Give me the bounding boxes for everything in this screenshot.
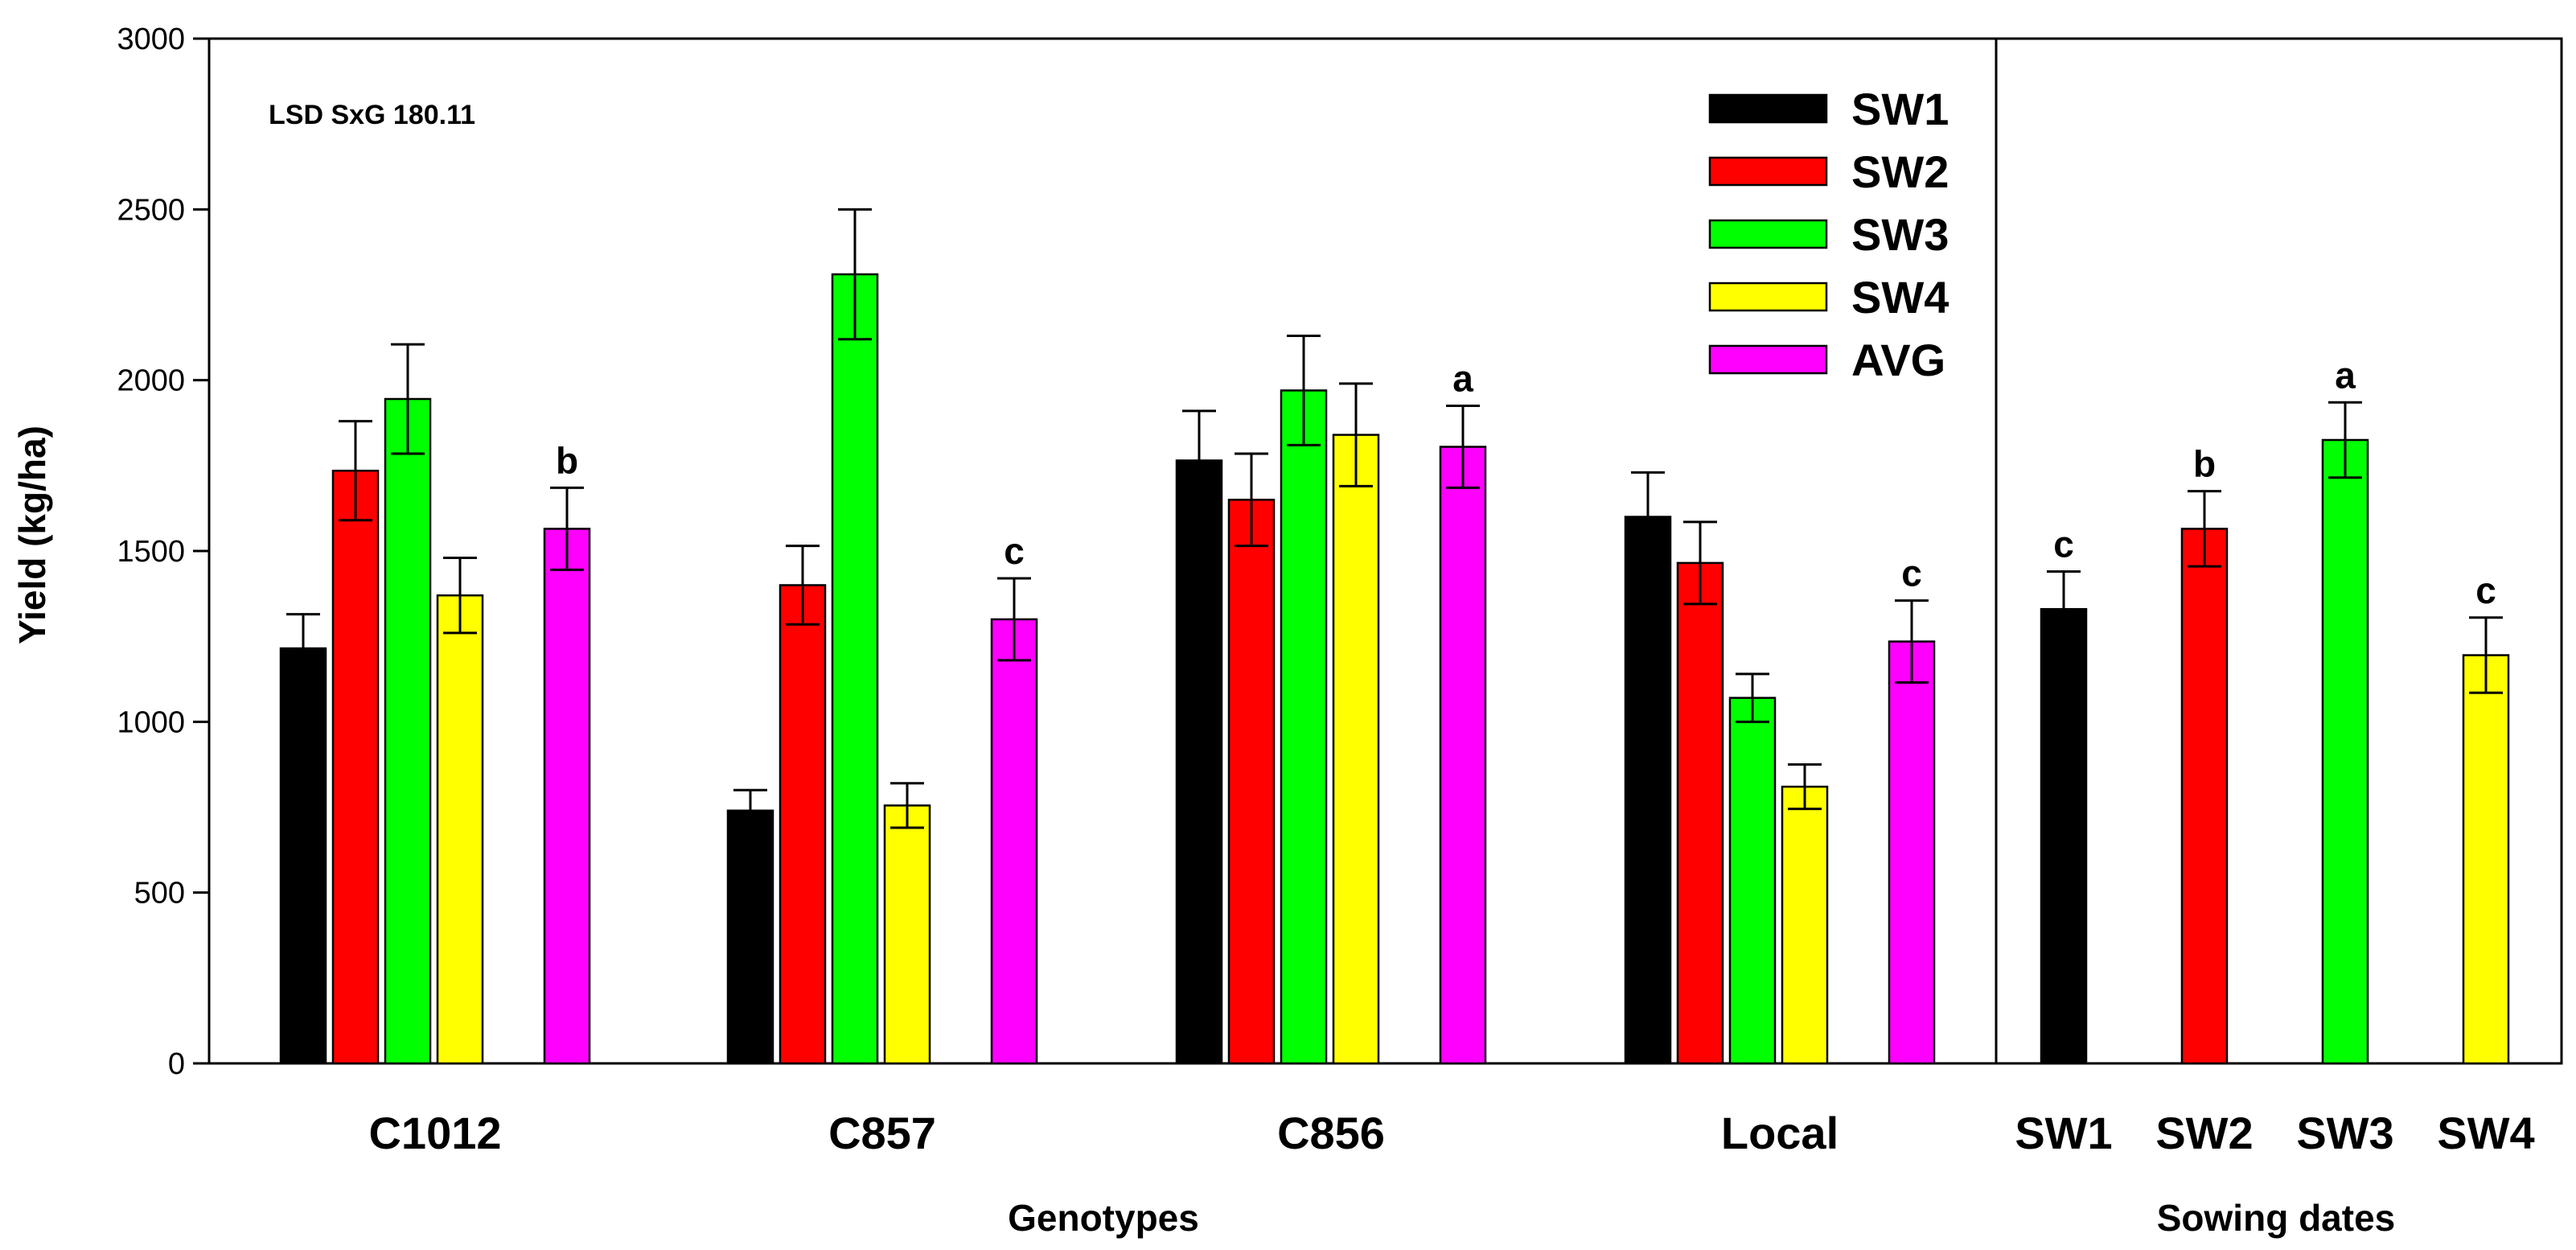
significance-label: b [2193, 443, 2216, 485]
y-tick-label: 2500 [117, 193, 185, 227]
legend: SW1 SW2 SW3 SW4 AVG [1708, 84, 1949, 385]
significance-label: c [2475, 569, 2496, 611]
legend-swatch-sw2 [1708, 156, 1828, 187]
bar-sowing-sw1 [2040, 607, 2088, 1065]
significance-label: c [1004, 530, 1025, 572]
lsd-annotation: LSD SxG 180.11 [269, 100, 475, 130]
bar-sowing-sw3 [2321, 438, 2369, 1065]
bar-sw4-c1012 [436, 594, 484, 1065]
bar-sowing-sw2 [2180, 528, 2229, 1065]
chart-text: Yield (kg/ha) LSD SxG 180.11 Genotypes S… [11, 100, 2395, 1239]
bar-avg-c856 [1439, 446, 1487, 1065]
bar-sw1-c857 [726, 809, 774, 1065]
significance-label: b [556, 439, 578, 481]
x-category-label: Local [1721, 1108, 1839, 1158]
x-category-label: C856 [1277, 1108, 1385, 1158]
y-axis-title: Yield (kg/ha) [11, 426, 53, 644]
x-axis-title-sowing-dates: Sowing dates [2157, 1197, 2395, 1239]
legend-swatch-sw1 [1708, 93, 1828, 124]
legend-label-sw1: SW1 [1851, 84, 1949, 134]
x-category-label: SW1 [2015, 1108, 2112, 1158]
bar-sw2-c856 [1227, 499, 1276, 1065]
bar-sowing-sw4 [2462, 654, 2510, 1065]
bar-sw2-c1012 [331, 469, 380, 1065]
x-axis-title-genotypes: Genotypes [1008, 1197, 1199, 1239]
bar-sw1-local [1624, 516, 1672, 1065]
bar-avg-c857 [990, 618, 1038, 1065]
x-category-label: SW3 [2296, 1108, 2393, 1158]
y-tick-label: 1000 [117, 705, 185, 739]
bar-sw2-c857 [779, 584, 827, 1065]
bar-avg-c1012 [543, 528, 591, 1065]
y-tick-label: 2000 [117, 364, 185, 398]
y-tick-label: 500 [134, 877, 185, 911]
bar-sw3-c1012 [384, 397, 432, 1065]
legend-label-sw2: SW2 [1851, 146, 1949, 197]
x-category-label: SW2 [2155, 1108, 2253, 1158]
significance-label: a [2335, 354, 2356, 396]
bar-sw3-c857 [831, 273, 879, 1065]
bar-avg-local [1888, 640, 1936, 1065]
x-category-label: C857 [828, 1108, 936, 1158]
bar-sw4-c856 [1332, 434, 1380, 1065]
bar-sw2-local [1676, 561, 1724, 1065]
x-category-label: C1012 [368, 1108, 501, 1158]
bar-sw3-c856 [1280, 389, 1328, 1065]
significance-label: a [1452, 358, 1473, 400]
plot-area: 0 500 1000 1500 2000 2500 3000 C1012 C857 C856 Loc… [117, 23, 2563, 1158]
bar-sw3-local [1728, 697, 1777, 1065]
y-tick-label: 1500 [117, 535, 185, 569]
legend-label-sw4: SW4 [1851, 272, 1949, 323]
bar-sw1-c1012 [279, 647, 327, 1065]
legend-swatch-sw4 [1708, 282, 1828, 312]
legend-label-avg: AVG [1851, 335, 1945, 385]
x-category-label: SW4 [2437, 1108, 2534, 1158]
significance-label: c [2053, 523, 2074, 565]
y-tick-label: 3000 [117, 23, 185, 56]
significance-label: c [1901, 553, 1922, 594]
bar-sw4-c857 [883, 804, 931, 1065]
bar-sw1-c856 [1175, 459, 1223, 1065]
y-tick-label: 0 [168, 1047, 185, 1081]
legend-swatch-sw3 [1708, 219, 1828, 249]
chart-marks: b c a c c b a c [279, 208, 2510, 1065]
legend-swatch-avg [1708, 344, 1828, 375]
bar-sw4-local [1781, 785, 1829, 1065]
legend-label-sw3: SW3 [1851, 209, 1949, 260]
